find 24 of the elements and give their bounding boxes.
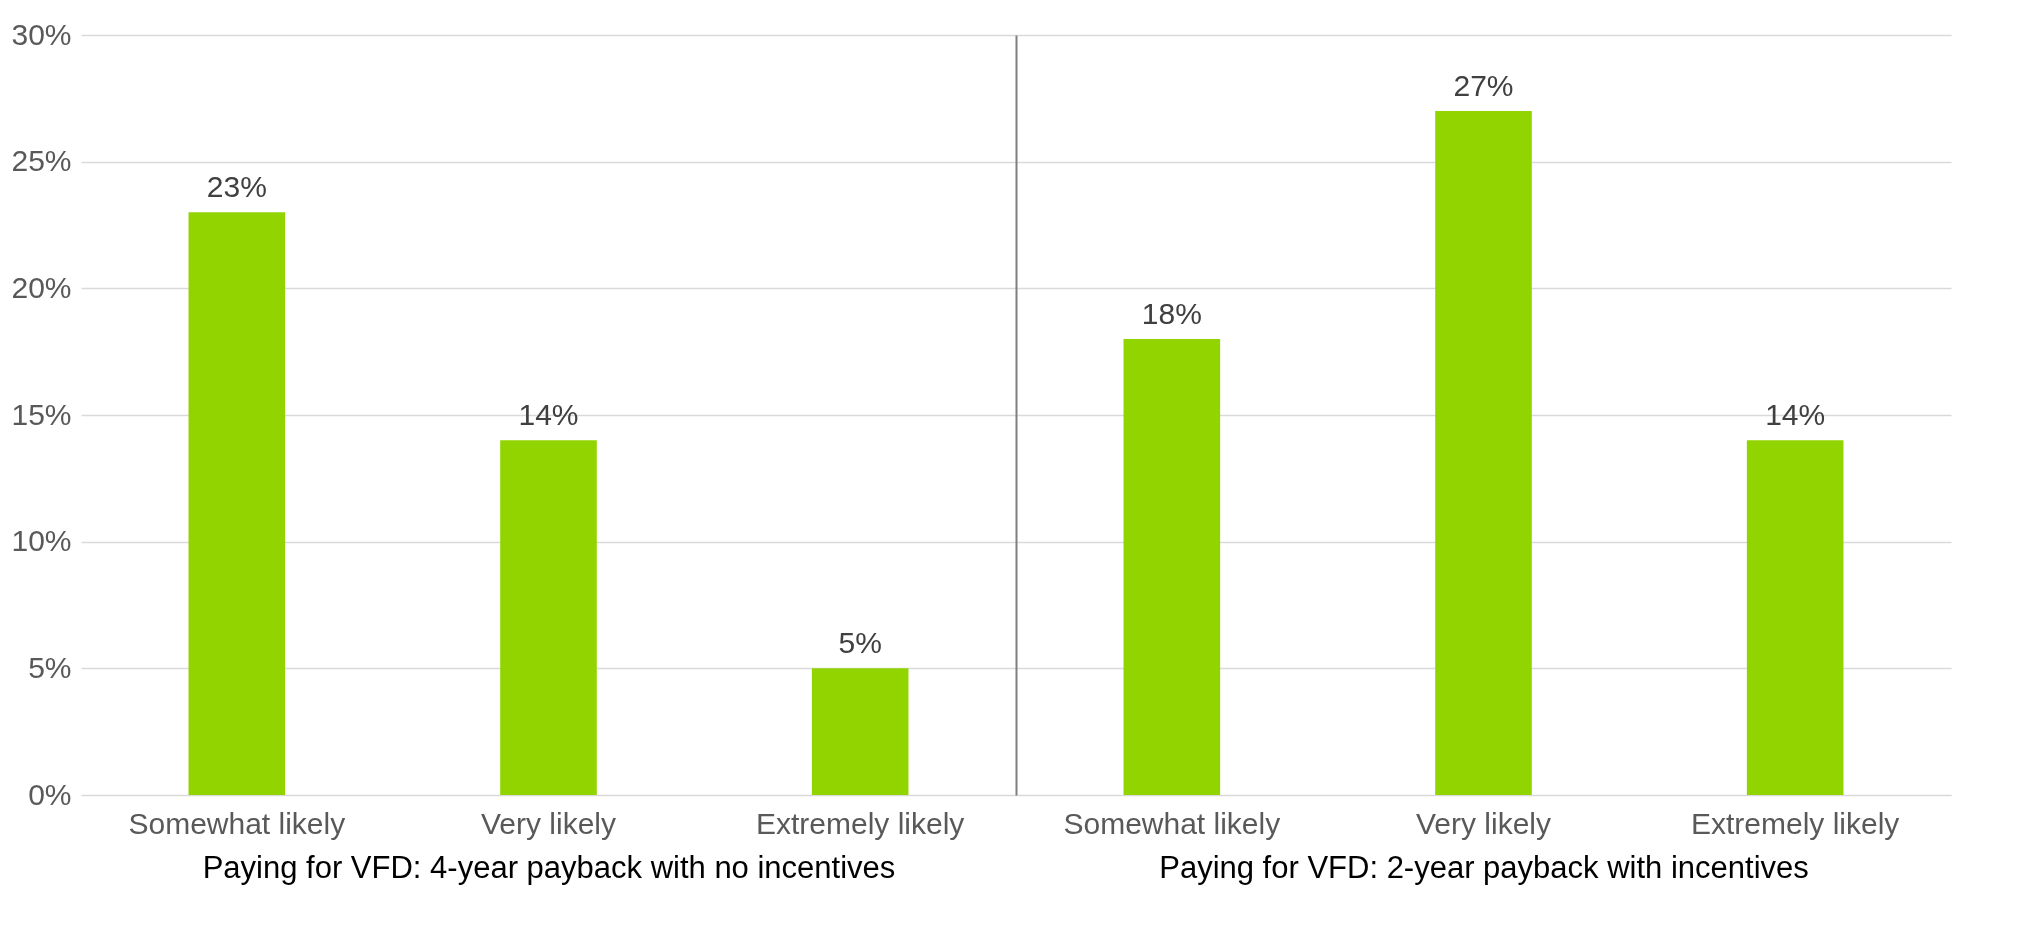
y-tick-label: 5% (28, 650, 72, 684)
x-tick-label: Extremely likely (755, 806, 965, 840)
data-label: 27% (1453, 69, 1514, 102)
y-tick-label: 0% (28, 777, 72, 811)
x-tick-label: Somewhat likely (128, 806, 346, 840)
y-tick-label: 20% (11, 270, 72, 304)
x-tick-label: Extremely likely (1690, 806, 1900, 840)
data-label: 14% (518, 398, 579, 432)
bar (500, 440, 597, 795)
data-label: 5% (838, 626, 882, 660)
y-tick-label: 30% (11, 17, 72, 51)
data-label: 14% (1765, 398, 1826, 432)
bar (811, 668, 909, 795)
data-label: 23% (206, 170, 267, 204)
x-tick-label: Very likely (480, 806, 617, 840)
y-tick-label: 15% (11, 397, 72, 431)
x-axis-title: Paying for VFD: 4-year payback with no incentives (202, 849, 896, 885)
x-tick-label: Very likely (1415, 806, 1552, 840)
data-label: 18% (1141, 297, 1202, 330)
bar (188, 212, 286, 795)
x-axis-title: Paying for VFD: 2-year payback with incentives (1159, 849, 1809, 885)
x-tick-label: Somewhat likely (1063, 806, 1281, 840)
y-tick-label: 10% (11, 524, 72, 558)
y-tick-label: 25% (11, 144, 72, 178)
